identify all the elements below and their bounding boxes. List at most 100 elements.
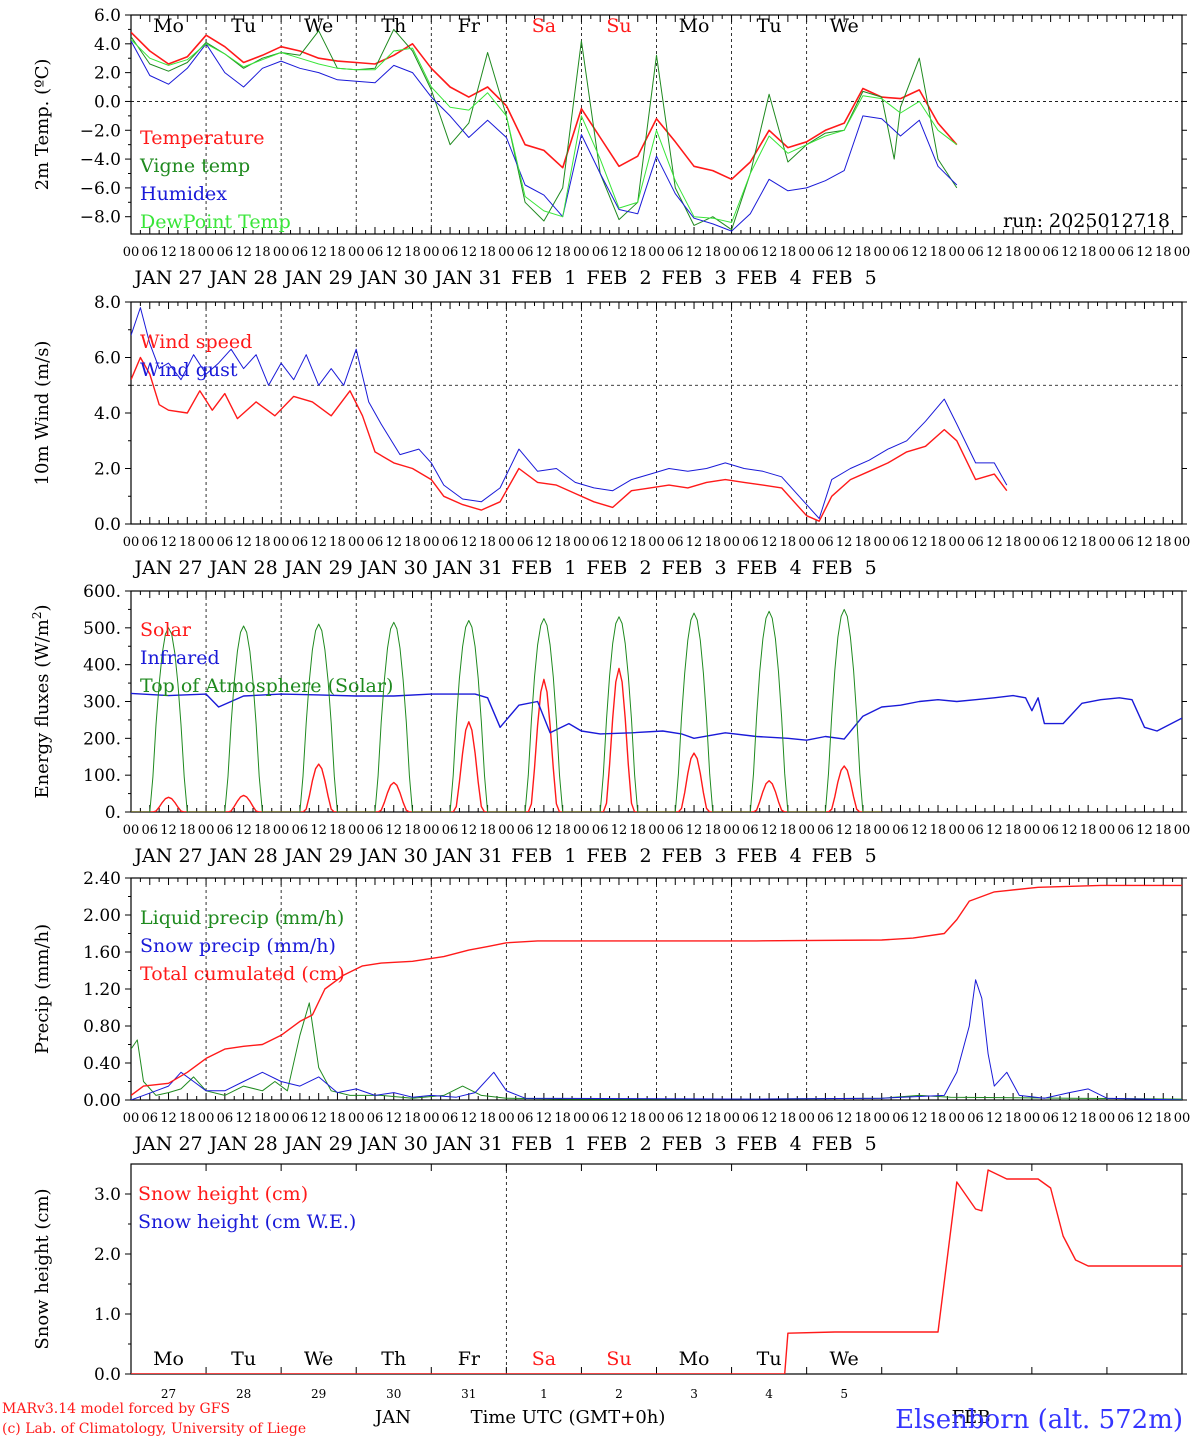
hour-label: 00	[949, 245, 966, 260]
hour-label: 06	[442, 535, 459, 550]
hour-label: 12	[461, 245, 478, 260]
hour-label: 18	[855, 245, 872, 260]
hour-label: 12	[686, 1111, 703, 1126]
date-label: JAN 30	[358, 845, 428, 867]
hour-label: 06	[892, 1111, 909, 1126]
panel-data	[131, 307, 1008, 522]
hour-label: 00	[873, 1111, 890, 1126]
date-label: FEB 4	[737, 1133, 802, 1155]
hour-label: 12	[611, 245, 628, 260]
panel-data	[131, 884, 1182, 1100]
hour-label: 12	[1136, 823, 1153, 838]
weekday-label: Su	[606, 15, 631, 37]
hour-label: 12	[986, 1111, 1003, 1126]
hour-label: 18	[1005, 535, 1022, 550]
date-label: JAN 30	[358, 1133, 428, 1155]
hour-label: 00	[648, 823, 665, 838]
hour-label: 06	[141, 535, 158, 550]
series-wind-gust-line	[131, 307, 1008, 519]
hour-label: 06	[1042, 245, 1059, 260]
hour-label: 06	[517, 823, 534, 838]
hour-label: 18	[629, 535, 646, 550]
hour-label: 00	[198, 245, 215, 260]
hour-label: 18	[329, 1111, 346, 1126]
hour-label: 12	[1061, 245, 1078, 260]
hour-label: 12	[310, 245, 327, 260]
hour-label: 06	[667, 245, 684, 260]
hour-label: 00	[723, 535, 740, 550]
hour-label: 06	[667, 535, 684, 550]
legend-vigne-temp: Vigne temp	[139, 155, 250, 177]
hour-label: 00	[198, 1111, 215, 1126]
date-label: JAN 27	[132, 267, 202, 289]
date-label: JAN 31	[433, 845, 503, 867]
panel-data	[131, 608, 1182, 812]
series-total-cumulated-cm--line	[131, 884, 1182, 1096]
hour-label: 00	[273, 535, 290, 550]
hour-label: 18	[254, 823, 271, 838]
date-label: JAN 29	[283, 1133, 353, 1155]
hour-label: 18	[1005, 1111, 1022, 1126]
hour-label: 12	[986, 823, 1003, 838]
hour-label: 18	[554, 1111, 571, 1126]
hour-label: 18	[479, 823, 496, 838]
hour-label: 06	[217, 535, 234, 550]
date-label: FEB 5	[812, 267, 877, 289]
hour-label: 06	[1117, 245, 1134, 260]
weekday-label: We	[830, 15, 859, 37]
y-tick-label: 3.0	[94, 1185, 121, 1205]
hour-label: 06	[442, 1111, 459, 1126]
legend-temperature: Temperature	[140, 127, 264, 149]
hour-label: 06	[1042, 823, 1059, 838]
legend-snow-height-cm-: Snow height (cm)	[138, 1183, 308, 1205]
y-tick-label: 8.0	[94, 293, 121, 313]
y-tick-label: 1.0	[94, 1305, 121, 1325]
hour-label: 00	[273, 823, 290, 838]
hour-label: 12	[911, 245, 928, 260]
hour-label: 06	[141, 245, 158, 260]
hour-label: 00	[423, 245, 440, 260]
day-number-label: 31	[461, 1387, 476, 1401]
hour-label: 06	[367, 1111, 384, 1126]
hour-label: 12	[911, 1111, 928, 1126]
hour-label: 12	[461, 535, 478, 550]
hour-label: 12	[836, 1111, 853, 1126]
hour-label: 12	[761, 823, 778, 838]
hour-label: 00	[1099, 1111, 1116, 1126]
hour-label: 18	[705, 535, 722, 550]
y-tick-label: 0.	[105, 803, 121, 823]
hour-label: 18	[1155, 245, 1172, 260]
hour-label: 18	[554, 823, 571, 838]
day-number-label: 30	[386, 1387, 401, 1401]
hour-label: 06	[742, 1111, 759, 1126]
weekday-label: Tu	[231, 15, 256, 37]
hour-label: 06	[592, 535, 609, 550]
hour-label: 00	[798, 1111, 815, 1126]
hour-label: 12	[310, 535, 327, 550]
y-tick-label: 2.0	[94, 1245, 121, 1265]
hour-label: 06	[292, 823, 309, 838]
y-tick-label: 2.00	[83, 906, 121, 926]
y-tick-label: 2.40	[83, 869, 121, 889]
weekday-label: Th	[381, 15, 406, 37]
hour-label: 12	[160, 823, 177, 838]
hour-label: 06	[367, 535, 384, 550]
hour-label: 18	[404, 535, 421, 550]
date-label: FEB 1	[511, 1133, 576, 1155]
hour-label: 12	[1061, 535, 1078, 550]
date-label: FEB 1	[511, 557, 576, 579]
hour-label: 00	[198, 535, 215, 550]
hour-label: 00	[798, 245, 815, 260]
y-axis-label: Snow height (cm)	[32, 1188, 53, 1349]
hour-label: 06	[817, 1111, 834, 1126]
legend-infrared: Infrared	[140, 647, 220, 669]
legend-dewpoint-temp: DewPoint Temp	[140, 211, 291, 233]
hour-label: 18	[705, 1111, 722, 1126]
y-tick-label: 300.	[83, 693, 121, 713]
hour-label: 00	[423, 535, 440, 550]
hour-label: 18	[629, 1111, 646, 1126]
hour-label: 12	[385, 535, 402, 550]
hour-label: 18	[780, 535, 797, 550]
series-snow-precip-mm-h--line	[131, 979, 1182, 1100]
y-tick-label: 4.0	[94, 35, 121, 55]
